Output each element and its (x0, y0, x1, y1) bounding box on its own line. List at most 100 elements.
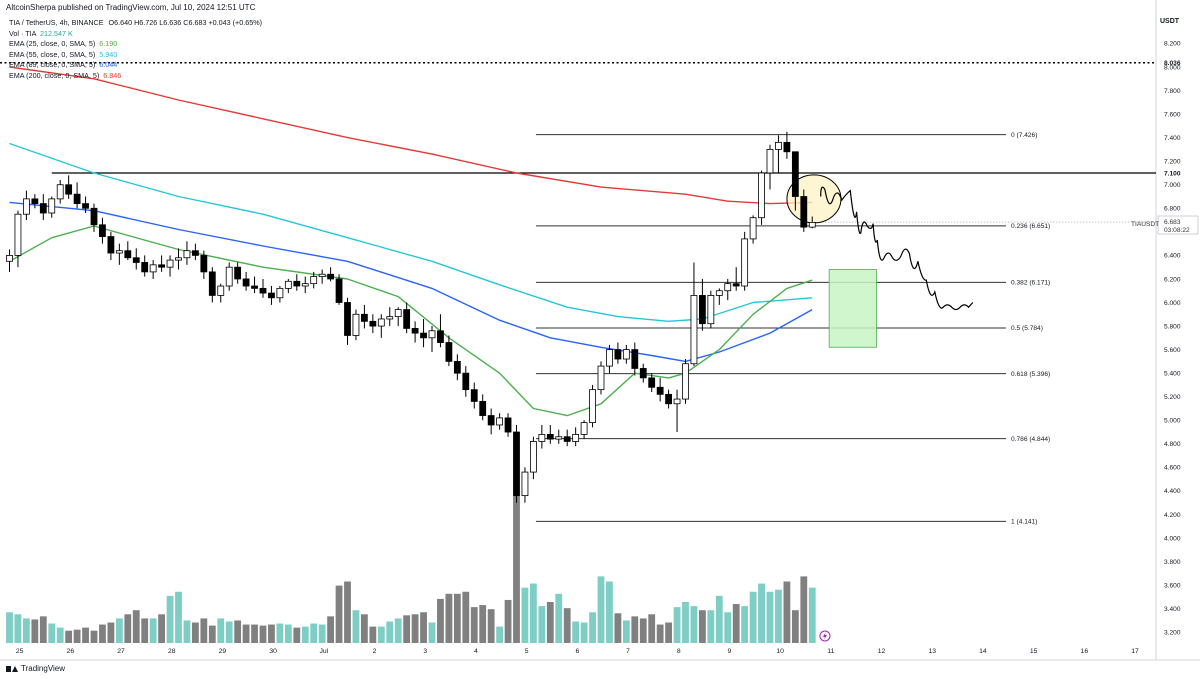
candle (208, 271, 216, 296)
candle (420, 332, 427, 339)
x-tick-label: 2 (373, 648, 377, 655)
volume-bar (724, 612, 732, 643)
volume-bar (344, 581, 351, 643)
x-tick-label: 10 (776, 648, 784, 655)
fib-level-label: 0.382 (6.171) (1011, 280, 1050, 287)
legend-ema200-row[interactable]: EMA (200, close, 0, SMA, 5) 6.846 (9, 71, 262, 82)
volume-bar (208, 625, 216, 643)
volume-bar (758, 583, 765, 643)
legend-ema25-row[interactable]: EMA (25, close, 0, SMA, 5) 6.190 (9, 39, 262, 50)
candle (166, 259, 174, 268)
ema200-line (9, 66, 813, 205)
x-tick-label: 9 (728, 648, 732, 655)
volume-bar (622, 620, 630, 643)
volume-bar (420, 612, 427, 643)
candle (428, 330, 436, 339)
candle (682, 363, 689, 400)
volume-bar (132, 610, 140, 643)
volume-bar (318, 624, 326, 643)
candle (563, 436, 571, 442)
volume-bar (428, 622, 436, 643)
candle (445, 342, 453, 362)
tradingview-logo[interactable]: TradingView (6, 664, 65, 673)
candle (99, 224, 106, 237)
legend-ema55-row[interactable]: EMA (55, close, 0, SMA, 5) 5.940 (9, 50, 262, 61)
volume-bar (361, 614, 368, 643)
candle (268, 292, 275, 299)
y-tick-label: 5.400 (1164, 370, 1181, 377)
candle (403, 309, 411, 329)
volume-bar (699, 610, 706, 643)
volume-bar (775, 589, 782, 643)
candle (631, 349, 639, 369)
candle (775, 141, 782, 150)
volume-bar (183, 620, 191, 643)
fib-level-label: 0.618 (5.396) (1011, 371, 1050, 378)
chart-legend: TIA / TetherUS, 4h, BINANCE O6.640 H6.72… (9, 18, 262, 81)
candle (437, 330, 444, 343)
ema55-value: 5.940 (99, 49, 118, 59)
y-tick-label: 7.800 (1164, 88, 1181, 95)
candle (73, 193, 81, 204)
candle (65, 184, 73, 195)
candle (191, 250, 199, 256)
x-tick-label: 26 (67, 648, 75, 655)
symbol-title[interactable]: TIA / TetherUS, 4h, BINANCE (9, 18, 104, 27)
volume-bar (462, 591, 470, 643)
volume-bar (234, 620, 242, 643)
candle (673, 398, 681, 405)
y-tick-label: 5.600 (1164, 347, 1181, 354)
candle (791, 151, 799, 197)
volume-bar (124, 614, 132, 643)
candle (360, 313, 368, 322)
candle (749, 217, 757, 240)
x-tick-label: 4 (474, 648, 478, 655)
symbol-price-tag[interactable]: TIAUSDT (1131, 221, 1159, 228)
volume-bar (411, 614, 419, 643)
ohlc-values: O6.640 H6.726 L6.636 C6.683 +0.043 (+0.6… (108, 18, 262, 27)
volume-bar (192, 622, 199, 643)
candle (200, 255, 208, 273)
candle (606, 349, 613, 367)
price-tag-bg (1157, 215, 1199, 235)
volume-bar (530, 583, 537, 643)
legend-volume-row[interactable]: Vol · TIA 212.547 K (9, 29, 262, 40)
volume-bar (589, 612, 596, 643)
candle (622, 349, 630, 360)
volume-bar (158, 614, 165, 643)
candle (656, 386, 664, 395)
currency-label: USDT (1160, 18, 1180, 25)
legend-ema89-row[interactable]: EMA (89, close, 0, SMA, 5) 6.044 (9, 60, 262, 71)
volume-bar (23, 618, 30, 643)
volume-bar (580, 622, 588, 643)
y-tick-label: 5.800 (1164, 323, 1181, 330)
candle (521, 471, 529, 497)
candle (411, 328, 419, 334)
volume-label: Vol · TIA (9, 28, 37, 38)
candle (715, 290, 723, 296)
flash-bolt-icon (822, 632, 827, 640)
candle (639, 368, 647, 379)
x-tick-label: 16 (1081, 648, 1089, 655)
volume-bar (538, 606, 546, 643)
volume-bar (673, 607, 681, 643)
volume-bar (39, 616, 47, 643)
candle (132, 257, 140, 263)
candle (14, 213, 22, 256)
y-tick-label: 6.800 (1164, 206, 1181, 213)
volume-bar (707, 610, 715, 643)
volume-bar (597, 576, 605, 643)
y-tick-label: 7.200 (1164, 158, 1181, 165)
volume-bar (487, 609, 495, 643)
volume-bar (732, 604, 740, 643)
candle (107, 236, 115, 254)
x-tick-label: 28 (168, 648, 176, 655)
candle (310, 276, 318, 285)
candle (783, 141, 791, 153)
candle (352, 313, 360, 336)
candle (276, 287, 284, 299)
candle (90, 207, 98, 226)
volume-bar (6, 612, 13, 643)
candle (800, 196, 808, 228)
